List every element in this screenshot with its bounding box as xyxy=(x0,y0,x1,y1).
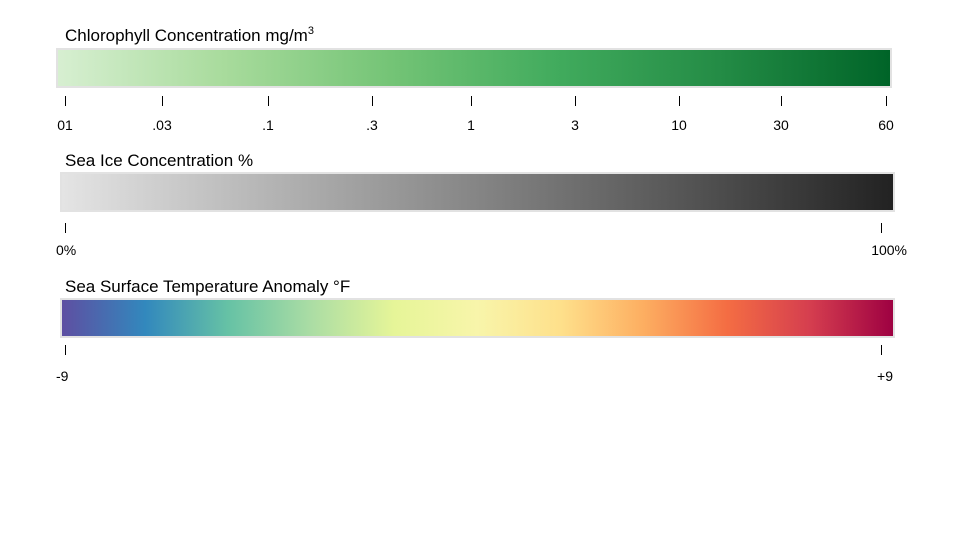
chlorophyll-tick-mark xyxy=(886,96,887,106)
chlorophyll-tick-mark xyxy=(679,96,680,106)
chlorophyll-tick-label: .1 xyxy=(262,117,274,133)
chlorophyll-tick-mark xyxy=(268,96,269,106)
chlorophyll-tick-mark xyxy=(575,96,576,106)
chlorophyll-tick-mark xyxy=(372,96,373,106)
chlorophyll-tick-label: 01 xyxy=(57,117,73,133)
chlorophyll-tick-label: 1 xyxy=(467,117,475,133)
sst-anomaly-tick-mark xyxy=(881,345,882,355)
sst-anomaly-tick-label: -9 xyxy=(56,368,69,384)
sst-anomaly-tick-label: +9 xyxy=(877,368,893,384)
sea-ice-tick-label: 0% xyxy=(56,242,77,258)
sea-ice-title-text: Sea Ice Concentration % xyxy=(65,151,254,170)
sst-anomaly-tick-mark xyxy=(65,345,66,355)
sea-ice-tick-mark xyxy=(65,223,66,233)
chlorophyll-tick-mark xyxy=(65,96,66,106)
chlorophyll-tick-label: 3 xyxy=(571,117,579,133)
chlorophyll-tick-label: .03 xyxy=(152,117,172,133)
chlorophyll-tick-label: .3 xyxy=(366,117,378,133)
sea-ice-tick-mark xyxy=(881,223,882,233)
chlorophyll-legend-title: Chlorophyll Concentration mg/m3 xyxy=(65,25,314,48)
chlorophyll-tick-mark xyxy=(162,96,163,106)
sst-anomaly-color-bar xyxy=(60,298,895,338)
sst-anomaly-title-text: Sea Surface Temperature Anomaly °F xyxy=(65,277,351,296)
chlorophyll-color-bar xyxy=(56,48,892,88)
sea-ice-tick-label: 100% xyxy=(871,242,907,258)
chlorophyll-tick-mark xyxy=(471,96,472,106)
chlorophyll-tick-mark xyxy=(781,96,782,106)
chlorophyll-title-superscript: 3 xyxy=(307,25,314,37)
sst-anomaly-legend-title: Sea Surface Temperature Anomaly °F xyxy=(65,277,350,297)
sea-ice-color-bar xyxy=(60,172,895,212)
chlorophyll-tick-label: 10 xyxy=(671,117,687,133)
chlorophyll-tick-label: 30 xyxy=(773,117,789,133)
chlorophyll-title-text: Chlorophyll Concentration mg/m xyxy=(65,26,308,45)
chlorophyll-tick-label: 60 xyxy=(878,117,894,133)
sea-ice-legend-title: Sea Ice Concentration % xyxy=(65,151,253,171)
